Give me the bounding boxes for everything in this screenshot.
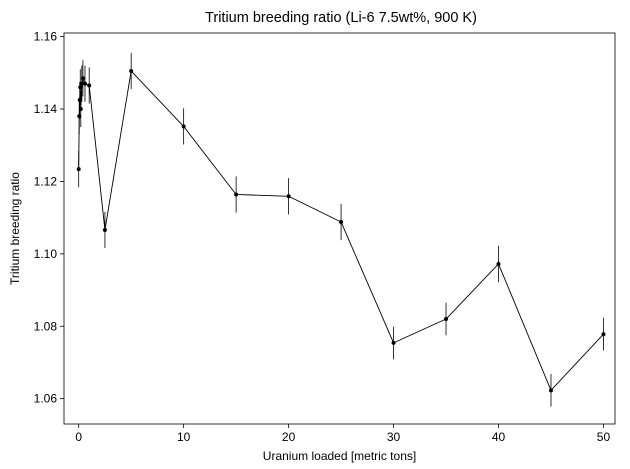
data-point [286, 194, 291, 199]
data-point [496, 261, 501, 266]
x-tick-label: 30 [387, 430, 401, 444]
y-axis-label: Tritium breeding ratio [8, 172, 22, 285]
x-tick-label: 40 [492, 430, 506, 444]
x-axis-label: Uranium loaded [metric tons] [263, 449, 416, 463]
data-point [601, 332, 606, 337]
y-tick-label: 1.06 [34, 392, 58, 406]
data-point [87, 83, 92, 88]
series-layer [76, 52, 606, 407]
data-point [80, 76, 85, 81]
data-point [234, 192, 239, 197]
chart-title: Tritium breeding ratio (Li-6 7.5wt%, 900… [205, 10, 477, 26]
data-point [102, 227, 107, 232]
y-tick-label: 1.12 [34, 174, 58, 188]
x-tick-label: 10 [177, 430, 191, 444]
data-point [339, 219, 344, 224]
x-tick-label: 0 [75, 430, 82, 444]
data-point [76, 167, 81, 172]
y-tick-label: 1.10 [34, 247, 58, 261]
data-point [391, 340, 396, 345]
x-tick-label: 20 [282, 430, 296, 444]
data-point [78, 107, 83, 112]
y-tick-label: 1.16 [34, 30, 58, 44]
data-point [548, 388, 553, 393]
data-point [444, 317, 449, 322]
axes-frame [63, 32, 616, 425]
data-point [78, 85, 83, 90]
y-tick-label: 1.08 [34, 319, 58, 333]
data-point [129, 69, 134, 74]
x-tick-label: 50 [597, 430, 611, 444]
data-point [181, 124, 186, 129]
data-point [82, 81, 87, 86]
x-axis-ticks: 0 10 20 30 40 50 [75, 424, 610, 444]
y-axis-ticks: 1.06 1.08 1.10 1.12 1.14 1.16 [34, 30, 64, 406]
y-tick-label: 1.14 [34, 102, 58, 116]
data-point [77, 114, 82, 119]
